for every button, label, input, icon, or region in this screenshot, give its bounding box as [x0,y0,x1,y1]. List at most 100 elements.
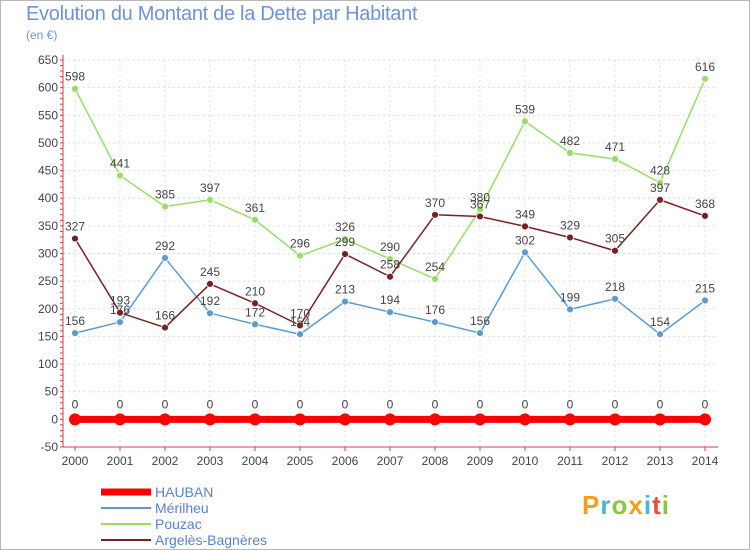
data-label: 0 [387,397,394,411]
data-label: 176 [425,303,445,317]
x-tick-label: 2007 [377,454,404,468]
data-label: 172 [245,305,265,319]
data-point [249,413,261,426]
data-label: 329 [560,218,580,232]
data-point [296,330,304,339]
data-point [116,308,124,317]
data-label: 349 [515,207,535,221]
data-label: 218 [605,280,625,294]
legend-label: Argelès-Bagnères [155,532,267,548]
data-point [339,413,351,426]
data-point [206,195,214,204]
data-label: 0 [117,397,124,411]
data-label: 156 [470,314,490,328]
data-point [71,84,79,93]
data-point [656,330,664,339]
data-point [251,299,259,308]
data-label: 428 [650,164,670,178]
data-point [431,318,439,326]
data-point [654,413,666,426]
data-label: 302 [515,233,535,247]
data-point [431,210,439,219]
data-label: 193 [110,294,130,308]
data-point [429,413,441,426]
data-point [204,413,216,426]
x-tick-label: 2005 [287,454,314,468]
data-point [69,413,81,426]
data-point [611,294,619,303]
data-point [699,413,711,426]
x-tick-label: 2009 [467,454,494,468]
data-label: 176 [110,303,130,317]
data-label: 0 [432,397,439,411]
data-point [114,413,126,426]
data-point [701,74,709,83]
data-label: 210 [245,284,265,298]
y-tick-label: 300 [38,247,58,261]
chart-title: Evolution du Montant de la Dette par Hab… [26,3,418,25]
data-label: 370 [425,196,445,210]
data-label: 471 [605,140,625,154]
logo-letter: P [582,490,601,520]
data-point [566,305,574,314]
data-point [161,323,169,332]
y-tick-label: 400 [38,191,58,205]
data-label: 258 [380,258,400,272]
data-point [609,413,621,426]
data-label: 194 [380,293,400,307]
data-label: 305 [605,232,625,246]
series-group [69,74,711,426]
y-tick-label: 350 [38,219,58,233]
data-point [294,413,306,426]
data-label: 0 [477,397,484,411]
logo-letter: t [652,490,662,520]
x-tick-label: 2002 [152,454,179,468]
data-point [341,297,349,306]
data-label: 0 [207,397,214,411]
data-label: 361 [245,201,265,215]
data-label: 482 [560,134,580,148]
data-label: 292 [155,239,175,253]
data-point [161,254,169,262]
data-point [521,222,529,231]
data-label: 368 [695,197,715,211]
y-tick-label: 600 [38,81,58,95]
data-point [386,255,394,263]
data-label: 199 [560,290,580,304]
data-point [611,246,619,255]
logo-letter: i [661,490,670,520]
x-tick-label: 2003 [197,454,224,468]
data-labels: 0 0 0 0 0 0 0 0 0 0 0 0 0 0 0 156 176 292 192 172 154 213 194 1… [65,60,715,412]
x-tick-label: 2013 [647,454,674,468]
data-label: 154 [650,315,670,329]
data-label: 290 [380,240,400,254]
data-point [476,212,484,221]
data-label: 0 [612,397,619,411]
data-point [611,155,619,163]
data-label: 0 [342,397,349,411]
data-label: 0 [657,397,664,411]
y-tick-label: 250 [38,274,58,288]
data-label: 385 [155,188,175,202]
data-label: 156 [65,314,85,328]
data-point [206,280,214,288]
y-tick-label: 100 [38,357,58,371]
data-label: 192 [200,294,220,308]
x-tick-label: 2006 [332,454,359,468]
chart-subtitle: (en €) [26,28,58,42]
x-tick-label: 2000 [62,454,89,468]
legend-label: Pouzac [155,516,202,532]
data-label: 296 [290,237,310,251]
data-point [521,117,529,126]
data-label: 367 [470,197,490,211]
y-tick-label: 50 [45,385,59,399]
data-point [296,321,304,330]
data-label: 0 [252,397,259,411]
data-point [386,272,394,281]
data-label: 327 [65,220,85,234]
data-label: 539 [515,102,535,116]
y-tick-label: 650 [38,53,58,67]
data-label: 397 [200,181,220,195]
data-point [341,235,349,244]
data-point [206,309,214,318]
